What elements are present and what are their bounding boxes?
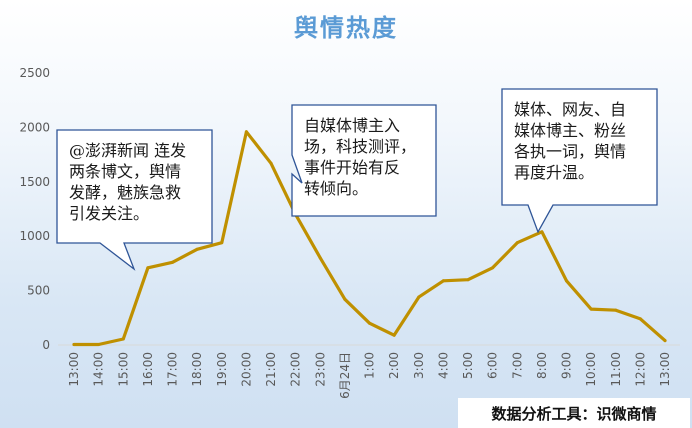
x-tick-label: 7:00 (510, 352, 524, 379)
data-point (121, 337, 125, 341)
x-tick-label: 2:00 (387, 352, 401, 379)
y-tick-label: 1000 (19, 229, 50, 243)
x-tick-label: 23:00 (313, 352, 327, 387)
x-tick-label: 22:00 (289, 352, 303, 387)
data-point (97, 342, 101, 346)
callout-text-line: 转倾向。 (304, 179, 368, 198)
data-point (269, 161, 273, 165)
callout-shape (501, 88, 658, 234)
data-point (614, 308, 618, 312)
series-layer (72, 130, 667, 347)
x-tick-label: 21:00 (264, 352, 278, 387)
callout-text-line: 媒体、网友、自 (514, 100, 626, 119)
callout-text-line: 自媒体博主入 (304, 116, 400, 135)
footer-text: 数据分析工具：识微商情 (491, 405, 656, 423)
callout-text-line: @澎湃新闻 连发 (69, 141, 186, 160)
data-point (589, 307, 593, 311)
y-tick-label: 2000 (19, 120, 50, 134)
y-tick-label: 0 (42, 338, 50, 352)
x-tick-label: 20:00 (239, 352, 253, 387)
x-tick-label: 6:00 (486, 352, 500, 379)
data-point (220, 241, 224, 245)
callout-text-line: 两条博文，舆情 (69, 162, 181, 181)
x-tick-label: 4:00 (436, 352, 450, 379)
callouts-layer: @澎湃新闻 连发两条博文，舆情发酵，魅族急救引发关注。自媒体博主入场，科技测评，… (56, 88, 658, 271)
y-tick-label: 2500 (19, 66, 50, 80)
footer-box (458, 398, 690, 428)
data-point (171, 260, 174, 264)
data-point (565, 279, 568, 283)
data-point (540, 230, 544, 234)
x-tick-label: 6月24日 (338, 352, 352, 399)
y-tick-label: 500 (27, 284, 50, 298)
callout-shape (291, 104, 437, 217)
y-axis: 0 500 1000 1500 2000 2500 (19, 66, 50, 352)
callout-text-line: 发酵，魅族急救 (69, 183, 181, 202)
x-tick-label: 14:00 (92, 352, 106, 387)
data-point (466, 278, 470, 282)
callout-text-line: 再度升温。 (514, 163, 594, 182)
data-point (663, 339, 667, 343)
data-point (638, 317, 642, 321)
callout-shape (56, 129, 213, 271)
y-tick-label: 1500 (19, 175, 50, 189)
x-tick-label: 10:00 (584, 352, 598, 387)
x-tick-label: 18:00 (190, 352, 204, 387)
data-point (441, 279, 445, 283)
x-tick-label: 11:00 (609, 352, 623, 387)
data-point (343, 297, 347, 301)
x-tick-label: 16:00 (141, 352, 155, 387)
data-point (368, 321, 371, 325)
x-tick-label: 17:00 (166, 352, 180, 387)
x-tick-label: 15:00 (116, 352, 130, 387)
data-point (244, 130, 248, 134)
data-point (195, 247, 199, 251)
callout-text-line: 场，科技测评， (304, 137, 416, 156)
data-point (146, 266, 150, 270)
x-tick-label: 1:00 (363, 352, 377, 379)
data-point (318, 256, 322, 260)
data-point (417, 295, 421, 299)
x-tick-label: 5:00 (461, 352, 475, 379)
x-axis: 13:00 14:00 15:00 16:00 17:00 18:00 19:00 20:00… (67, 352, 672, 399)
callout-text-line: 引发关注。 (69, 204, 149, 223)
x-tick-label: 8:00 (535, 352, 549, 379)
x-tick-label: 12:00 (633, 352, 647, 387)
callout-text-line: 事件开始有反 (304, 158, 400, 177)
data-point (392, 333, 396, 337)
x-tick-label: 13:00 (658, 352, 672, 387)
x-tick-label: 3:00 (412, 352, 426, 379)
data-point (72, 342, 76, 346)
callout-text-line: 各执一词，舆情 (514, 142, 626, 161)
callout-text-line: 媒体博主、粉丝 (514, 121, 626, 140)
chart-title: 舆情热度 (294, 14, 398, 42)
x-tick-label: 9:00 (560, 352, 574, 379)
data-point (515, 241, 519, 245)
x-tick-label: 13:00 (67, 352, 81, 387)
data-point (491, 266, 495, 270)
footer-group: 数据分析工具：识微商情 (458, 398, 690, 428)
x-tick-label: 19:00 (215, 352, 229, 387)
